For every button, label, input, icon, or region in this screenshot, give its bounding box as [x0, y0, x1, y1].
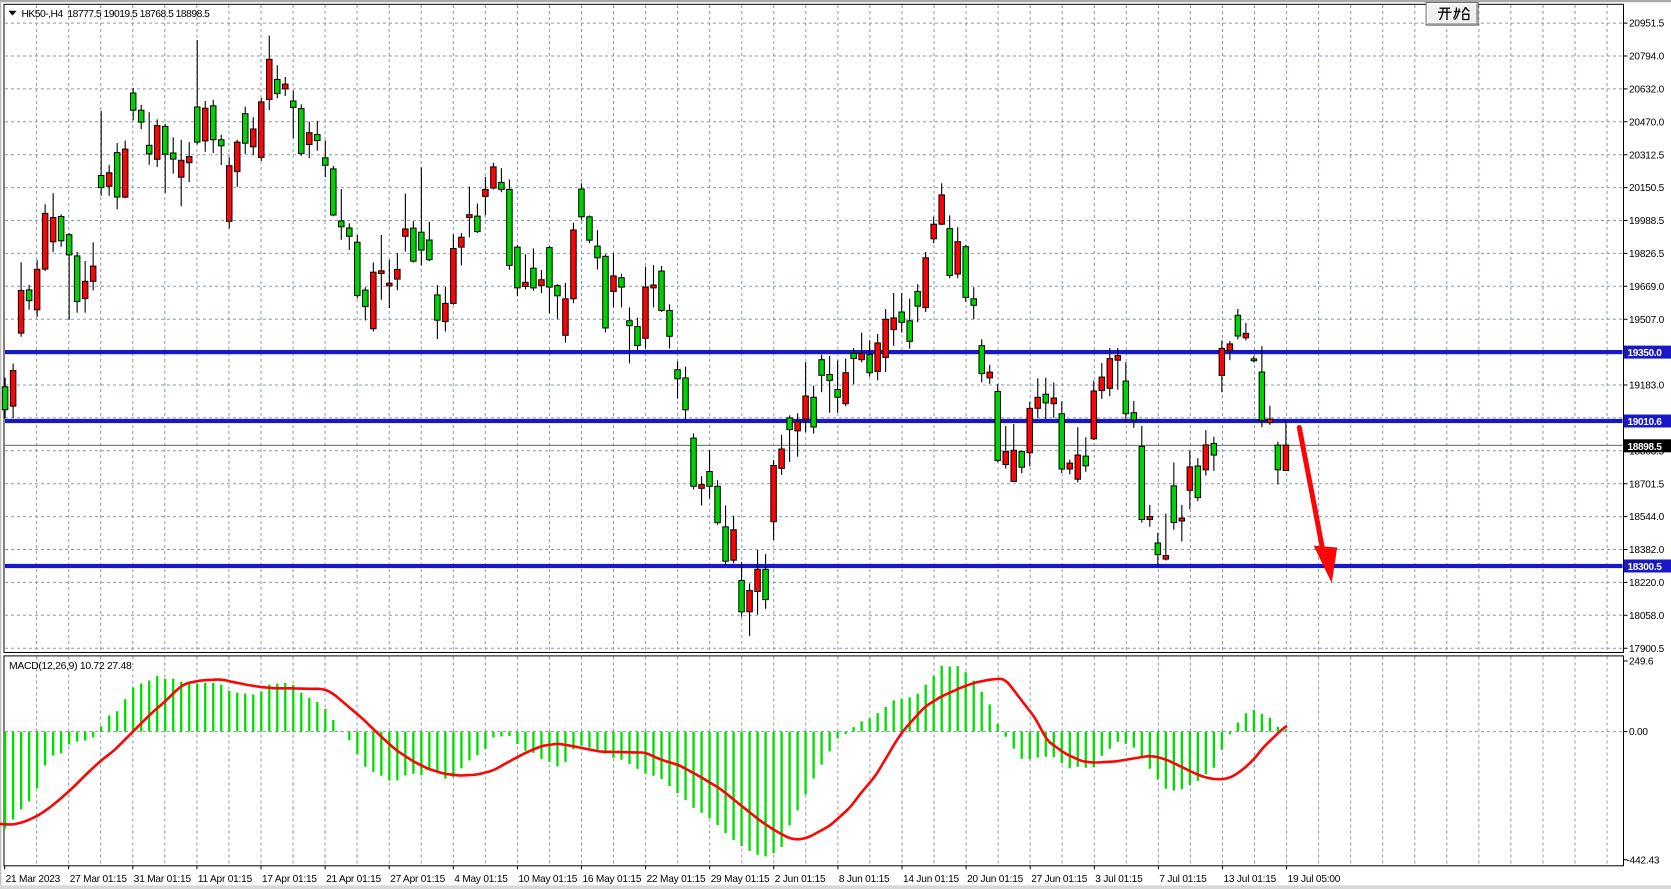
svg-text:13 Jul 01:15: 13 Jul 01:15: [1224, 874, 1277, 885]
svg-text:10 May 01:15: 10 May 01:15: [518, 874, 577, 885]
svg-text:8 Jun 01:15: 8 Jun 01:15: [839, 874, 890, 885]
svg-text:19010.6: 19010.6: [1628, 417, 1663, 428]
svg-text:31 Mar 01:15: 31 Mar 01:15: [134, 874, 192, 885]
svg-text:4 May 01:15: 4 May 01:15: [454, 874, 508, 885]
svg-text:249.6: 249.6: [1629, 657, 1654, 668]
svg-text:2 Jun 01:15: 2 Jun 01:15: [775, 874, 826, 885]
svg-text:-442.43: -442.43: [1627, 855, 1660, 866]
svg-text:18220.0: 18220.0: [1629, 578, 1665, 589]
svg-text:18058.0: 18058.0: [1629, 611, 1665, 622]
svg-text:18701.5: 18701.5: [1629, 479, 1665, 490]
svg-text:27 Apr 01:15: 27 Apr 01:15: [390, 874, 445, 885]
svg-text:17 Apr 01:15: 17 Apr 01:15: [262, 874, 317, 885]
svg-text:20150.5: 20150.5: [1629, 183, 1665, 194]
svg-text:21 Mar 2023: 21 Mar 2023: [6, 874, 61, 885]
svg-text:MACD(12,26,9) 10.72 27.48: MACD(12,26,9) 10.72 27.48: [9, 661, 132, 672]
svg-text:27 Jun 01:15: 27 Jun 01:15: [1031, 874, 1088, 885]
svg-text:HK50-,H4 18777.5 19019.5 1876: HK50-,H4 18777.5 19019.5 18768.5 18898.5: [22, 9, 211, 20]
svg-text:0.00: 0.00: [1629, 727, 1648, 738]
svg-text:20 Jun 01:15: 20 Jun 01:15: [967, 874, 1024, 885]
svg-text:22 May 01:15: 22 May 01:15: [647, 874, 706, 885]
svg-text:19988.5: 19988.5: [1629, 216, 1665, 227]
svg-text:7 Jul 01:15: 7 Jul 01:15: [1159, 874, 1207, 885]
svg-text:3 Jul 01:15: 3 Jul 01:15: [1095, 874, 1143, 885]
svg-text:19 Jul 05:00: 19 Jul 05:00: [1288, 874, 1341, 885]
svg-text:19826.5: 19826.5: [1629, 249, 1665, 260]
svg-text:11 Apr 01:15: 11 Apr 01:15: [198, 874, 253, 885]
svg-text:17900.5: 17900.5: [1629, 644, 1665, 655]
svg-text:29 May 01:15: 29 May 01:15: [711, 874, 770, 885]
svg-text:19350.0: 19350.0: [1628, 348, 1663, 359]
svg-text:20632.0: 20632.0: [1629, 85, 1665, 96]
svg-text:19183.0: 19183.0: [1629, 381, 1665, 392]
svg-text:19507.0: 19507.0: [1629, 315, 1665, 326]
svg-text:20312.5: 20312.5: [1629, 150, 1665, 161]
svg-text:18898.5: 18898.5: [1628, 442, 1663, 453]
svg-text:18382.0: 18382.0: [1629, 545, 1665, 556]
svg-text:14 Jun 01:15: 14 Jun 01:15: [903, 874, 960, 885]
svg-text:19669.0: 19669.0: [1629, 282, 1665, 293]
svg-text:18544.0: 18544.0: [1629, 512, 1665, 523]
svg-text:27 Mar 01:15: 27 Mar 01:15: [70, 874, 128, 885]
svg-text:20794.0: 20794.0: [1629, 52, 1665, 63]
svg-text:18300.5: 18300.5: [1628, 562, 1663, 573]
svg-text:20951.5: 20951.5: [1629, 19, 1665, 30]
svg-text:16 May 01:15: 16 May 01:15: [583, 874, 642, 885]
svg-text:20470.0: 20470.0: [1629, 117, 1665, 128]
svg-text:21 Apr 01:15: 21 Apr 01:15: [326, 874, 381, 885]
